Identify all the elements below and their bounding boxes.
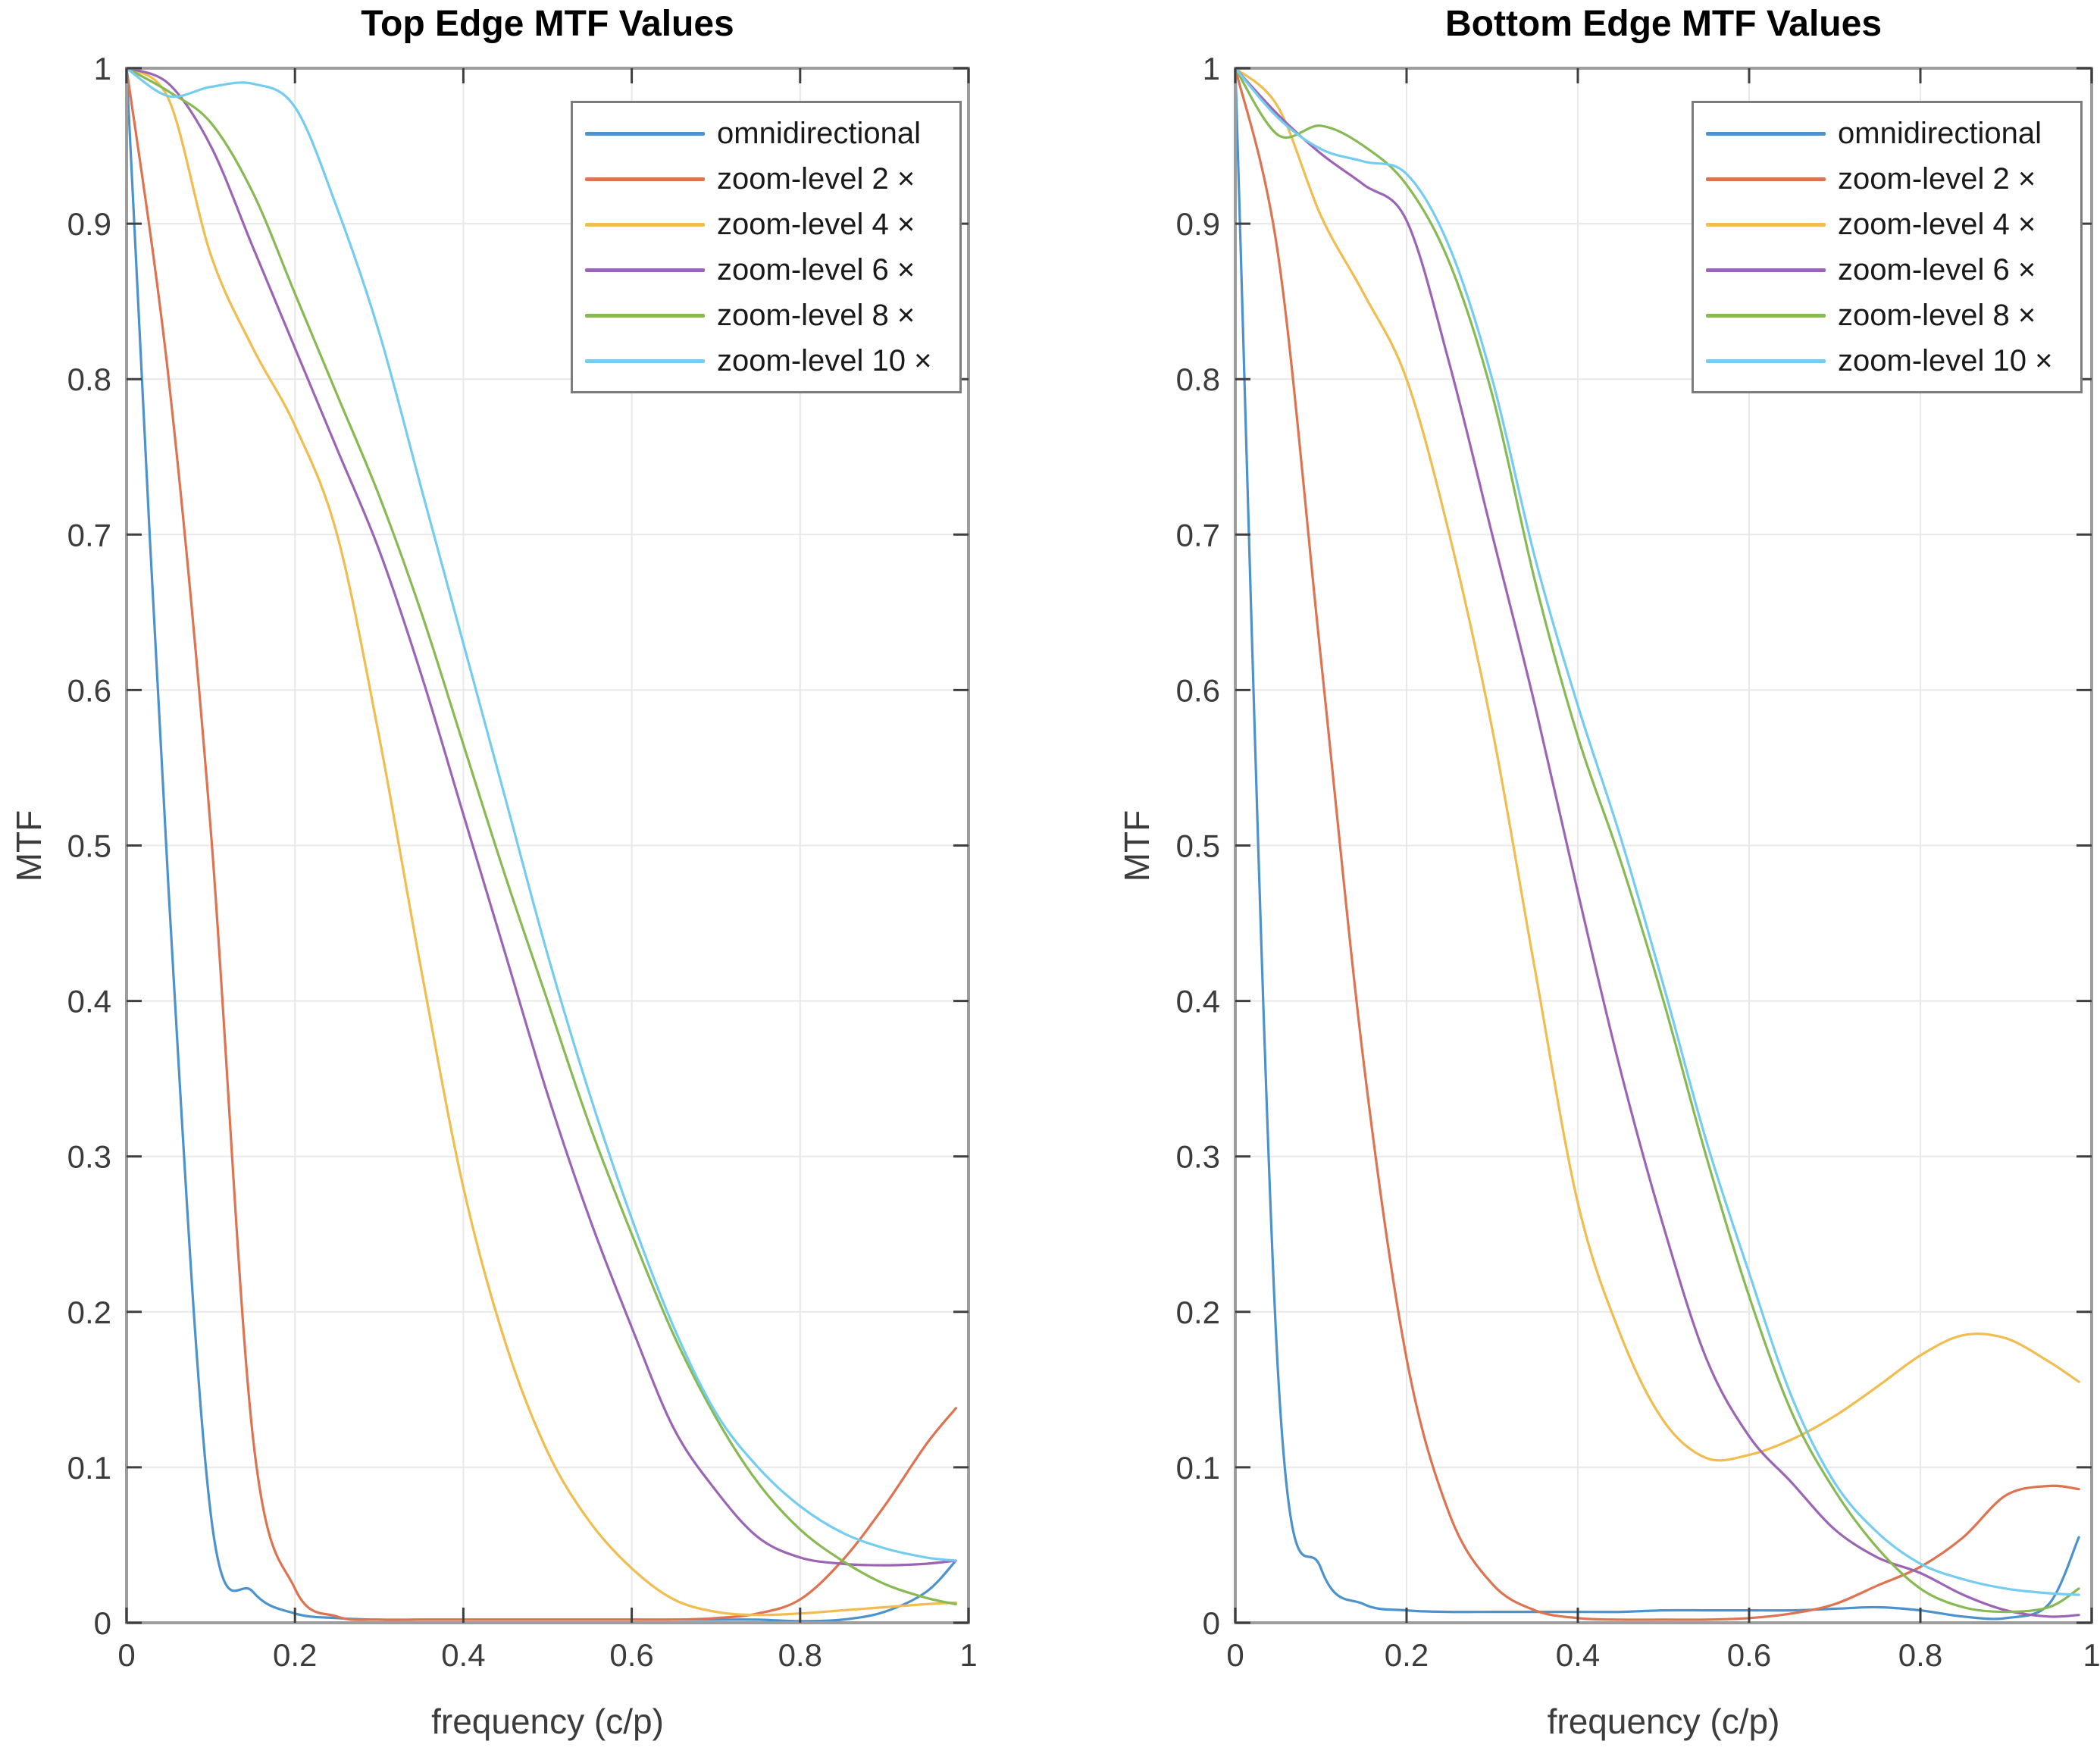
series-line-3 (125, 67, 957, 1567)
legend-item-4: zoom-level 8 × (573, 293, 959, 338)
y-tick-label: 0.5 (1176, 828, 1220, 864)
page-title-2: Bottom Edge MTF Values (1444, 4, 1882, 44)
series-line-4 (125, 67, 957, 1605)
legend-item-2: zoom-level 4 × (1694, 202, 2080, 247)
legend-label: zoom-level 8 × (1838, 298, 2036, 332)
x-tick-label: 0.4 (441, 1637, 485, 1673)
y-tick-label: 0.5 (67, 828, 111, 864)
x-tick-label: 1 (959, 1637, 977, 1673)
series-line-5 (125, 67, 957, 1562)
legend-item-1: zoom-level 2 × (573, 156, 959, 202)
y-tick-label: 0.4 (1176, 984, 1220, 1019)
legend-label: zoom-level 8 × (717, 298, 915, 332)
legend-line-sample (1706, 222, 1826, 227)
y-tick-label: 0 (94, 1605, 111, 1641)
legend-item-1: zoom-level 2 × (1694, 156, 2080, 202)
x-tick-label: 0.6 (609, 1637, 653, 1673)
legend-line-sample (1706, 359, 1826, 363)
legend-label: omnidirectional (1838, 116, 2042, 150)
y-tick-label: 0.6 (67, 672, 111, 708)
legend-line-sample (585, 313, 705, 318)
y-tick-label: 0.6 (1176, 672, 1220, 708)
x-tick-label: 1 (2083, 1637, 2100, 1673)
legend-item-2: zoom-level 4 × (573, 202, 959, 247)
y-tick-label: 1 (1203, 51, 1220, 86)
y-tick-label: 0.8 (1176, 362, 1220, 397)
legend-line-sample (1706, 268, 1826, 272)
y-tick-label: 0.2 (1176, 1295, 1220, 1330)
series-line-4 (1234, 67, 2080, 1614)
legend-label: zoom-level 6 × (1838, 252, 2036, 287)
legend-label: omnidirectional (717, 116, 922, 150)
legend-item-0: omnidirectional (573, 111, 959, 156)
x-tick-label: 0 (1226, 1637, 1244, 1673)
y-tick-label: 0 (1203, 1605, 1220, 1641)
series-line-1 (125, 67, 957, 1621)
legend-line-sample (585, 359, 705, 363)
x-tick-label: 0.6 (1727, 1637, 1771, 1673)
y-tick-label: 0.4 (67, 984, 111, 1019)
panel-0: 0 0.2 0.4 0.6 0.8 1 0 0.1 0.2 0.3 0.4 0.5 0.6 0.7 0.8 0… (67, 51, 978, 1673)
y-tick-label: 0.3 (67, 1139, 111, 1175)
x-tick-label: 0.4 (1556, 1637, 1600, 1673)
legend-label: zoom-level 4 × (1838, 207, 2036, 241)
y-tick-label: 0.9 (67, 206, 111, 242)
x-tick-label: 0.8 (778, 1637, 822, 1673)
legend-label: zoom-level 10 × (717, 343, 932, 377)
legend-label: zoom-level 4 × (717, 207, 915, 241)
series-line-5 (1234, 67, 2080, 1596)
legend-item-5: zoom-level 10 × (1694, 338, 2080, 384)
y-tick-label: 0.8 (67, 362, 111, 397)
y-tick-label: 1 (94, 51, 111, 86)
y-tick-label: 0.7 (67, 517, 111, 553)
page-title: Top Edge MTF Values (361, 4, 734, 44)
legend-line-sample (585, 268, 705, 272)
legend-label: zoom-level 2 × (717, 161, 915, 196)
y-tick-label: 0.1 (67, 1450, 111, 1486)
x-tick-label: 0.2 (1385, 1637, 1429, 1673)
legend-line-sample (1706, 313, 1826, 318)
x-tick-label: 0.8 (1898, 1637, 1942, 1673)
y-tick-label: 0.1 (1176, 1450, 1220, 1486)
x-axis-label-right: frequency (c/p) (1547, 1702, 1780, 1741)
y-tick-label: 0.9 (1176, 206, 1220, 242)
series-line-3 (1234, 67, 2080, 1618)
y-tick-label: 0.7 (1176, 517, 1220, 553)
legend-line-sample (1706, 177, 1826, 181)
y-tick-label: 0.3 (1176, 1139, 1220, 1175)
legend-line-sample (585, 177, 705, 181)
y-axis-label-left: MTF (9, 809, 49, 882)
legend-item-3: zoom-level 6 × (1694, 247, 2080, 293)
legend-line-sample (585, 131, 705, 136)
legend-line-sample (585, 222, 705, 227)
x-tick-label: 0.2 (273, 1637, 317, 1673)
legend-label: zoom-level 6 × (717, 252, 915, 287)
series-line-2 (1234, 67, 2080, 1462)
legend-right: omnidirectional zoom-level 2 × zoom-level … (1692, 101, 2083, 393)
y-tick-label: 0.2 (67, 1295, 111, 1330)
legend-line-sample (1706, 131, 1826, 136)
legend-item-3: zoom-level 6 × (573, 247, 959, 293)
series-line-2 (125, 67, 957, 1617)
y-axis-label-right: MTF (1117, 809, 1156, 882)
legend-label: zoom-level 2 × (1838, 161, 2036, 196)
legend-label: zoom-level 10 × (1838, 343, 2053, 377)
x-axis-label-left: frequency (c/p) (431, 1702, 664, 1741)
legend-left: omnidirectional zoom-level 2 × zoom-level … (571, 101, 962, 393)
legend-item-5: zoom-level 10 × (573, 338, 959, 384)
legend-item-4: zoom-level 8 × (1694, 293, 2080, 338)
legend-item-0: omnidirectional (1694, 111, 2080, 156)
x-tick-label: 0 (117, 1637, 135, 1673)
